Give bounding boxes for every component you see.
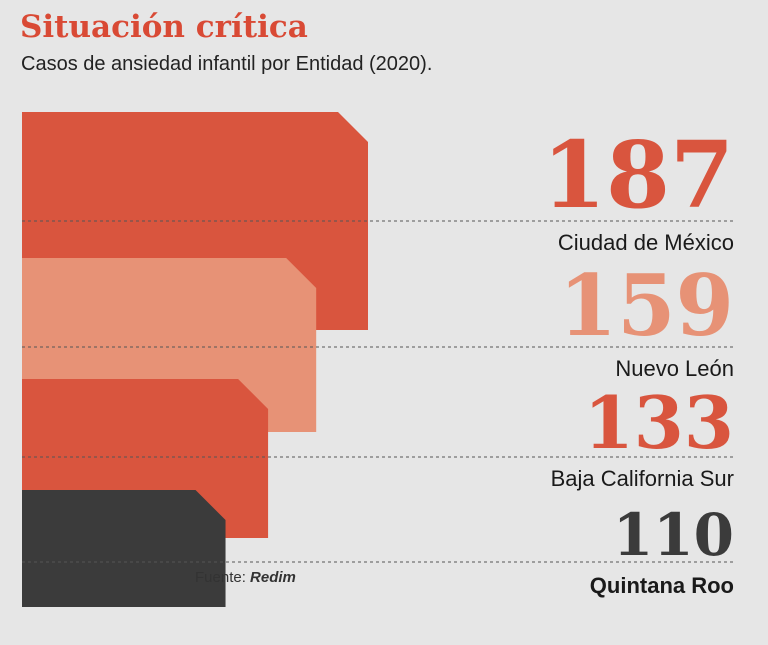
chart-title: Situación crítica	[20, 9, 308, 45]
category-label-baja-california-sur: Baja California Sur	[551, 466, 734, 491]
category-label-quintana-roo: Quintana Roo	[590, 573, 734, 598]
chart-subtitle: Casos de ansiedad infantil por Entidad (…	[21, 53, 433, 75]
source-note: Fuente: Redim	[195, 569, 296, 586]
category-label-nuevo-leon: Nuevo León	[615, 356, 734, 381]
value-label-ciudad-de-mexico: 187	[542, 121, 734, 229]
value-label-quintana-roo: 110	[613, 501, 734, 569]
source-name: Redim	[250, 569, 296, 586]
category-label-ciudad-de-mexico: Ciudad de México	[558, 230, 734, 255]
bar-quintana-roo	[22, 490, 226, 607]
source-label: Fuente:	[195, 569, 246, 586]
value-label-baja-california-sur: 133	[584, 380, 734, 465]
value-label-nuevo-leon: 159	[559, 256, 734, 355]
